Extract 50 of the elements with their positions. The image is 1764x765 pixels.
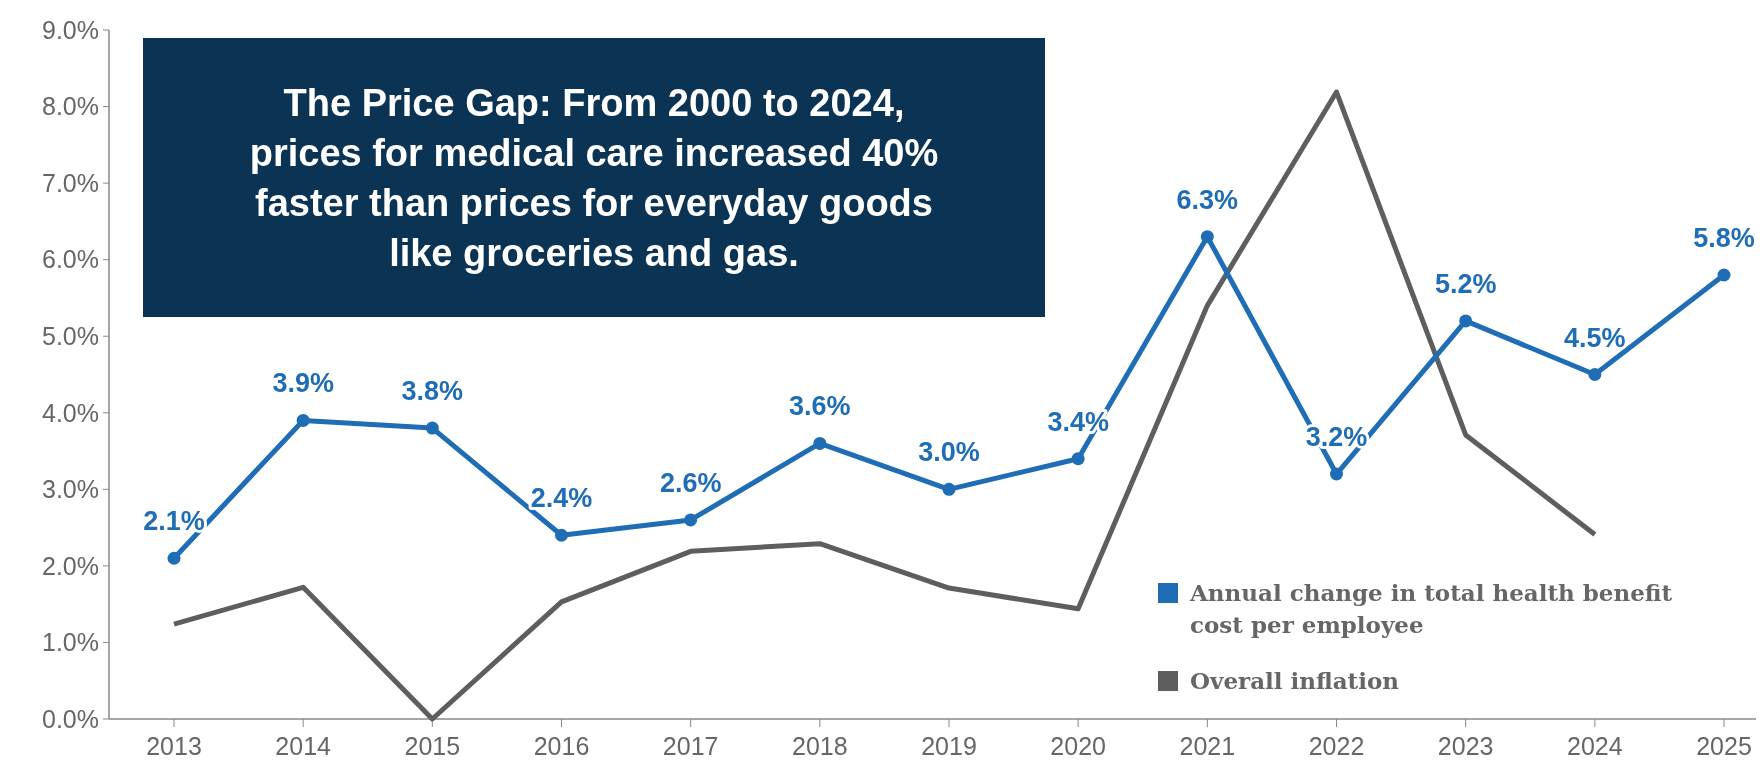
point (1071, 452, 1085, 466)
x-tick-label: 2023 (1437, 732, 1494, 760)
point (1330, 467, 1343, 481)
data-label: 2.4% (530, 483, 593, 514)
point (1588, 368, 1602, 381)
title-box: The Price Gap: From 2000 to 2024, prices for medical care increased 40% faster than prices for everyday goods like groceries and gas. (143, 38, 1045, 317)
x-tick-label: 2019 (921, 732, 977, 760)
y-tick-label: 8.0% (42, 92, 99, 121)
point (942, 482, 956, 496)
data-label: 3.9% (272, 368, 334, 399)
y-tick-label: 1.0% (42, 628, 99, 657)
y-tick-label: 7.0% (42, 168, 99, 197)
point (555, 528, 568, 542)
point (1459, 314, 1473, 328)
y-tick-label: 9.0% (42, 15, 99, 44)
data-label: 6.3% (1176, 184, 1239, 215)
x-tick-label: 2021 (1179, 732, 1236, 760)
x-tick-label: 2017 (662, 732, 719, 760)
data-label: 2.6% (659, 467, 722, 498)
legend-label: Overall inflation (1190, 667, 1400, 695)
data-label: 5.2% (1434, 268, 1497, 299)
y-tick-label: 5.0% (42, 321, 99, 350)
x-tick-label: 2025 (1696, 732, 1752, 760)
data-label: 3.6% (789, 391, 851, 422)
legend-label: Annual change in total health benefit cost per employee (1189, 579, 1673, 639)
data-label: 3.0% (918, 437, 980, 468)
x-tick-label: 2013 (146, 732, 202, 760)
x-tick-label: 2024 (1567, 732, 1623, 760)
y-tick-label: 6.0% (42, 245, 99, 274)
x-tick-label: 2022 (1308, 732, 1365, 760)
x-tick-label: 2018 (792, 732, 848, 760)
data-label: 4.5% (1564, 322, 1626, 353)
y-tick-label: 3.0% (42, 475, 99, 504)
y-tick-label: 0.0% (42, 704, 99, 733)
x-tick-label: 2020 (1050, 732, 1106, 760)
x-tick-label: 2016 (533, 732, 590, 760)
data-label: 3.8% (401, 376, 464, 407)
data-label: 5.8% (1693, 222, 1755, 253)
data-label: 2.1% (143, 506, 205, 537)
y-tick-label: 4.0% (42, 398, 99, 427)
point (1200, 230, 1214, 244)
point (167, 551, 181, 565)
point (296, 413, 310, 427)
y-tick-label: 2.0% (42, 551, 99, 580)
point (425, 421, 439, 435)
x-tick-label: 2014 (275, 732, 332, 760)
point (1717, 268, 1731, 282)
point (813, 436, 827, 450)
x-tick-label: 2015 (404, 732, 461, 760)
point (684, 513, 698, 527)
